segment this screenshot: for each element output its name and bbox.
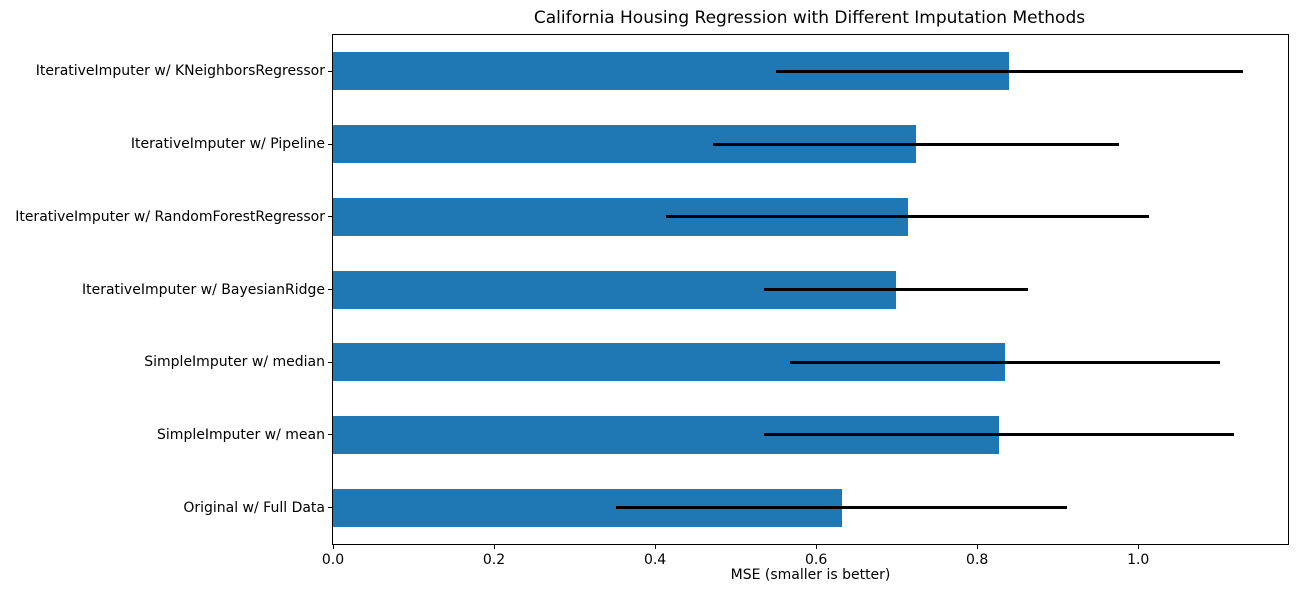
x-tick-label: 0.4: [643, 552, 667, 568]
y-axis-tick: [328, 216, 333, 218]
x-axis-tick: [493, 544, 495, 549]
x-axis-label: MSE (smaller is better): [730, 567, 891, 583]
y-axis-tick: [328, 70, 333, 72]
y-tick-label: Original w/ Full Data: [183, 499, 325, 516]
y-tick-label: IterativeImputer w/ KNeighborsRegressor: [35, 63, 325, 80]
error-bar: [789, 360, 1220, 364]
y-tick-label: IterativeImputer w/ RandomForestRegresso…: [15, 208, 325, 225]
error-bar: [616, 506, 1068, 510]
y-axis-tick: [328, 361, 333, 363]
chart-title: California Housing Regression with Diffe…: [533, 8, 1086, 28]
y-tick-label: IterativeImputer w/ BayesianRidge: [81, 281, 325, 298]
x-axis-tick: [976, 544, 978, 549]
x-tick-label: 0.0: [321, 552, 345, 568]
error-bar: [713, 142, 1119, 146]
y-axis-tick: [328, 507, 333, 509]
plot-area: IterativeImputer w/ KNeighborsRegressor I…: [15, 34, 1289, 583]
y-axis-tick: [328, 434, 333, 436]
x-axis-tick: [654, 544, 656, 549]
y-tick-label: SimpleImputer w/ mean: [157, 426, 325, 443]
x-axis-tick: [1137, 544, 1139, 549]
error-bar: [763, 433, 1235, 437]
x-axis-tick: [815, 544, 817, 549]
error-bar: [763, 288, 1028, 291]
y-tick-label: SimpleImputer w/ median: [144, 354, 325, 371]
y-axis-tick: [328, 143, 333, 145]
x-tick-label: 1.0: [1127, 552, 1150, 568]
error-bar: [775, 69, 1243, 73]
y-tick-label: IterativeImputer w/ Pipeline: [130, 136, 325, 153]
error-bar: [666, 215, 1150, 219]
x-tick-label: 0.8: [966, 552, 989, 568]
x-tick-label: 0.6: [804, 552, 828, 568]
y-axis-tick: [328, 289, 333, 290]
x-tick-label: 0.2: [482, 552, 506, 568]
x-axis-tick: [332, 544, 334, 549]
